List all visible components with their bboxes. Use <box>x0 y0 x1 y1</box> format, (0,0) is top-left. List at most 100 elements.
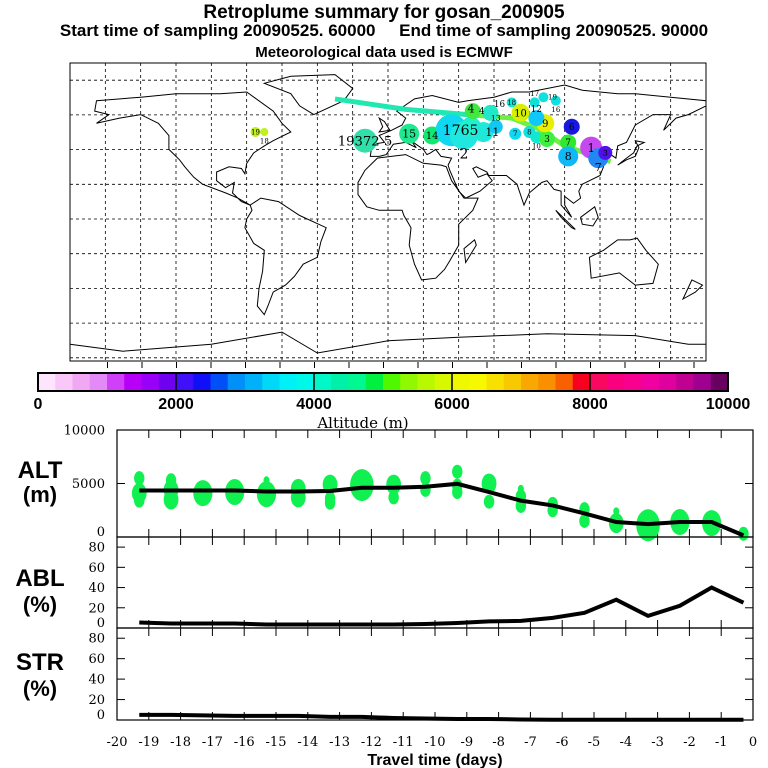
plume-marker <box>506 97 517 108</box>
coastline-greenland <box>262 74 354 116</box>
colorbar-swatch <box>107 373 125 391</box>
colorbar-swatch <box>245 373 263 391</box>
colorbar-swatch <box>331 373 349 391</box>
colorbar-tick-label: 4000 <box>296 396 332 413</box>
plume-marker-label: 18 <box>507 99 516 107</box>
panel-unit: (%) <box>23 592 57 617</box>
y-tick-label: 80 <box>88 632 105 647</box>
coastline-borneo <box>580 205 599 227</box>
plume-marker-label: 7 <box>595 161 602 174</box>
x-axis-label: Travel time (days) <box>367 752 502 768</box>
plume-marker <box>482 104 499 121</box>
plume-marker-label: 10 <box>514 108 527 119</box>
colorbar-swatch <box>348 373 367 391</box>
series-line-str <box>139 712 744 722</box>
x-tick-label: -2 <box>683 735 696 750</box>
trajectory-track <box>334 96 468 118</box>
plume-marker-label: 4 <box>468 103 475 116</box>
plume-marker-label: 13 <box>491 113 501 122</box>
colorbar-swatch <box>365 373 384 391</box>
colorbar-swatch <box>227 373 246 391</box>
plume-cluster-blob <box>420 471 431 486</box>
colorbar-swatch <box>262 373 280 391</box>
y-tick-label: 0 <box>97 708 105 723</box>
plume-marker <box>509 127 522 140</box>
y-tick-label: 80 <box>88 541 105 556</box>
plume-cluster-blob <box>163 489 179 510</box>
colorbar-tick-label: 6000 <box>434 396 470 413</box>
x-tick-label: -13 <box>329 735 350 750</box>
plume-marker <box>563 118 580 135</box>
plume-marker <box>260 128 269 136</box>
plume-marker-label: 10 <box>532 143 541 151</box>
plume-marker-label: 16 <box>494 100 506 110</box>
colorbar-tick-label: 2000 <box>158 396 194 413</box>
plume-marker <box>529 97 540 108</box>
panel-unit: (m) <box>23 482 57 507</box>
x-tick-label: -3 <box>651 735 664 750</box>
plume-marker <box>250 127 261 137</box>
met-data-note: Meteorological data used is ECMWF <box>255 44 513 61</box>
plume-marker-label: 1765 <box>443 123 479 139</box>
x-tick-label: -5 <box>588 735 601 750</box>
plume-marker-label: 12 <box>531 105 542 115</box>
plume-marker-label: 19372 5 <box>338 134 393 149</box>
colorbar-swatch <box>624 373 643 391</box>
plume-cluster-blob <box>452 485 463 500</box>
x-tick-label: -1 <box>715 735 728 750</box>
colorbar-tick-label: 8000 <box>572 396 608 413</box>
colorbar-tick-label: 10000 <box>706 396 751 413</box>
time-series-panels: 0500010000ALT(m)020406080ABL(%)020406080… <box>15 424 757 751</box>
plume-marker <box>550 95 561 106</box>
x-tick-label: -10 <box>425 735 446 750</box>
colorbar-swatch <box>693 373 712 391</box>
plume-marker-label: 16 <box>551 106 560 114</box>
colorbar-swatch <box>400 373 418 391</box>
y-tick-label: 20 <box>88 601 105 616</box>
plume-cluster-blob <box>256 481 277 508</box>
panel-title: ABL <box>15 565 64 592</box>
panel-frame <box>116 627 754 721</box>
plume-cluster-blob <box>263 476 270 485</box>
y-tick-label: 20 <box>88 693 105 708</box>
plume-marker-label: 15 <box>402 128 416 141</box>
colorbar-swatch <box>710 373 729 391</box>
plume-cluster-blob <box>481 473 497 494</box>
coastline-uk <box>378 116 391 133</box>
plume-marker-label: 17 <box>530 90 539 98</box>
colorbar-swatch <box>55 373 73 391</box>
colorbar-swatch <box>124 373 142 391</box>
coastline-antarctica <box>69 331 706 354</box>
plume-marker-label: 3 <box>603 149 608 158</box>
colorbar-frame <box>37 372 729 392</box>
plume-marker <box>598 145 613 160</box>
panel-str: 020 40 60 80 STR(%) <box>16 627 754 723</box>
plume-cluster-blob <box>350 469 374 502</box>
colorbar-swatch <box>141 373 160 391</box>
plume-marker-label: 4 <box>479 107 485 117</box>
coastline-eurasia <box>369 84 707 218</box>
colorbar-swatch <box>193 373 211 391</box>
coastline-new-zealand <box>681 279 704 301</box>
colorbar-swatch <box>538 373 556 391</box>
series-line-abl <box>139 585 745 627</box>
plume-marker <box>511 103 530 122</box>
x-tick-label: -17 <box>202 735 223 750</box>
y-tick-label: 0 <box>97 525 105 540</box>
series-line-alt <box>139 481 745 538</box>
coastline-south-america <box>244 197 327 316</box>
plume-marker <box>353 128 378 153</box>
plume-cluster-blob <box>388 490 399 505</box>
plume-marker <box>399 123 420 144</box>
colorbar-swatch <box>38 373 56 391</box>
plume-marker-label: 8 <box>527 128 531 136</box>
colorbar-swatch <box>434 373 453 391</box>
x-tick-label: -6 <box>556 735 569 750</box>
plume-marker <box>538 92 549 103</box>
colorbar-swatch <box>417 373 436 391</box>
plume-cluster-blob <box>193 480 213 507</box>
plume-marker <box>488 119 503 134</box>
plume-marker-label: 19 <box>251 128 260 136</box>
colorbar-swatch <box>296 373 315 391</box>
